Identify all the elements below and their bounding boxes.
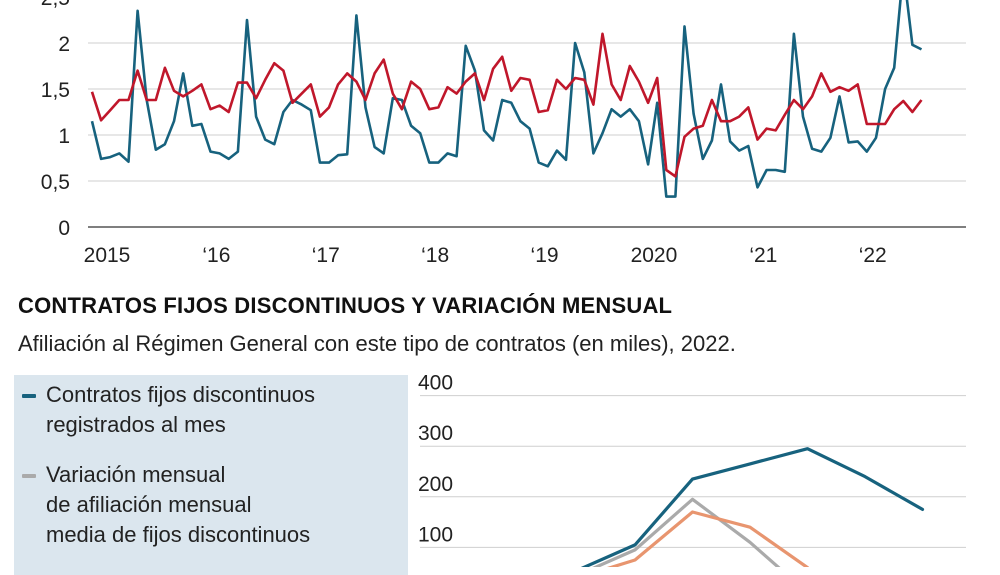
top-y-tick-label: 2,5 (41, 0, 70, 10)
top-x-tick-label: ‘19 (531, 244, 559, 267)
top-y-tick-label: 1,5 (41, 79, 70, 102)
top-series-line-red (90, 32, 923, 178)
legend: Contratos fijos discontinuos registrados… (14, 375, 408, 575)
legend-swatch-gray (22, 474, 36, 478)
top-series-line-teal (90, 0, 923, 198)
legend-label-line: media de fijos discontinuos (46, 522, 311, 547)
bottom-series-line-1 (592, 497, 781, 567)
bottom-y-tick-label: 400 (418, 372, 453, 395)
legend-label: Contratos fijos discontinuos registrados… (46, 380, 406, 440)
legend-label: Variación mensual de afiliación mensual … (46, 460, 406, 550)
top-x-tick-label: 2020 (631, 244, 678, 267)
legend-swatch-teal (22, 394, 36, 398)
top-y-tick-label: 0,5 (41, 171, 70, 194)
chart-title: CONTRATOS FIJOS DISCONTINUOS Y VARIACIÓN… (18, 293, 673, 318)
top-x-tick-label: ‘17 (312, 244, 340, 267)
top-y-tick-label: 2 (58, 33, 70, 56)
legend-label-line: Variación mensual (46, 462, 226, 487)
bottom-y-tick-label: 300 (418, 422, 453, 445)
top-x-tick-label: ‘16 (202, 244, 230, 267)
top-y-tick-label: 1 (58, 125, 70, 148)
top-x-tick-label: ‘22 (859, 244, 887, 267)
top-x-tick-label: 2015 (84, 244, 131, 267)
legend-label-line: registrados al mes (46, 412, 226, 437)
top-x-tick-label: ‘21 (749, 244, 777, 267)
chart-subtitle: Afiliación al Régimen General con este t… (18, 331, 736, 356)
bottom-y-tick-label: 100 (418, 523, 453, 546)
legend-label-line: de afiliación mensual (46, 492, 252, 517)
top-y-tick-label: 0 (58, 217, 70, 240)
top-x-tick-label: ‘18 (421, 244, 449, 267)
bottom-y-tick-label: 200 (418, 473, 453, 496)
bottom-series-line-0 (580, 447, 925, 567)
legend-label-line: Contratos fijos discontinuos (46, 382, 316, 407)
bottom-series-line-2 (606, 510, 809, 567)
top-line-chart: 0 0,5 1 1,5 2 2,5 2015 ‘16 ‘17 ‘18 ‘19 2020 ‘21 ‘22 (41, 0, 966, 267)
